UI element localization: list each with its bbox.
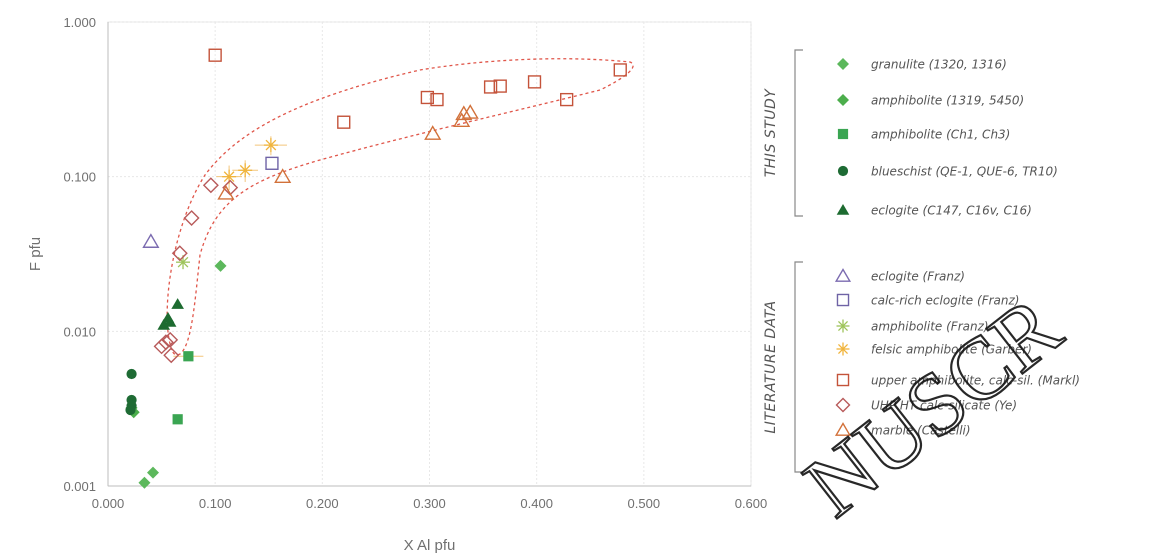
data-point bbox=[483, 80, 498, 94]
data-point bbox=[202, 177, 219, 194]
data-point bbox=[214, 259, 227, 272]
data-point bbox=[171, 298, 184, 309]
legend-label: felsic amphibolite (Garber) bbox=[871, 343, 1032, 357]
literature-data-bracket bbox=[794, 261, 803, 473]
data-point bbox=[461, 104, 479, 119]
data-point bbox=[172, 414, 183, 425]
legend-marker bbox=[837, 128, 849, 140]
watermark-lettering: NUSCR bbox=[788, 278, 1079, 535]
literature-data-title: LITERATURE DATA bbox=[763, 300, 779, 433]
legend-label: UHP HT calc-silicate (Ye) bbox=[871, 399, 1017, 413]
y-tick-label: 0.100 bbox=[63, 170, 96, 185]
y-tick-label: 0.001 bbox=[63, 479, 96, 494]
data-point bbox=[420, 90, 435, 105]
data-point bbox=[163, 315, 177, 327]
data-point bbox=[171, 245, 188, 262]
data-point bbox=[527, 75, 542, 89]
legend-marker bbox=[836, 319, 850, 333]
watermark: NUSCR bbox=[786, 277, 1079, 536]
data-point bbox=[263, 138, 278, 153]
y-axis-title: F pfu bbox=[27, 237, 44, 271]
data-point bbox=[274, 168, 292, 183]
legend-marker bbox=[837, 94, 849, 106]
data-point bbox=[163, 347, 180, 364]
data-point bbox=[424, 125, 442, 140]
data-point bbox=[337, 115, 351, 129]
data-point bbox=[147, 466, 160, 479]
legend-label: calc-rich eclogite (Franz) bbox=[871, 294, 1019, 308]
legend-marker bbox=[834, 422, 852, 436]
legend-label: eclogite (Franz) bbox=[871, 270, 965, 284]
y-tick-label: 0.010 bbox=[63, 324, 96, 339]
data-point bbox=[217, 184, 235, 200]
data-point bbox=[126, 368, 137, 380]
x-axis-title: X Al pfu bbox=[404, 537, 456, 554]
legend-marker bbox=[836, 373, 850, 387]
legend-label: upper amphibolite, calc-sil. (Markl) bbox=[871, 374, 1080, 388]
y-tick-label: 1.000 bbox=[63, 15, 96, 30]
x-tick-label: 0.500 bbox=[628, 496, 661, 511]
trend-envelope bbox=[166, 58, 634, 356]
legend-marker bbox=[836, 204, 850, 215]
legend-marker bbox=[836, 293, 850, 307]
data-point bbox=[265, 156, 279, 170]
legend-label: amphibolite (Ch1, Ch3) bbox=[871, 128, 1010, 142]
data-point bbox=[183, 351, 194, 362]
x-tick-label: 0.100 bbox=[199, 496, 232, 511]
data-point bbox=[176, 255, 191, 270]
data-point bbox=[138, 476, 151, 489]
data-point bbox=[125, 404, 136, 416]
data-point bbox=[455, 105, 473, 121]
x-tick-label: 0.400 bbox=[520, 496, 553, 511]
x-tick-label: 0.300 bbox=[413, 496, 446, 511]
legend-marker bbox=[834, 268, 852, 282]
legend-label: amphibolite (Franz) bbox=[871, 320, 989, 334]
data-point bbox=[142, 233, 160, 248]
legend-label: granulite (1320, 1316) bbox=[871, 58, 1007, 72]
x-tick-label: 0.200 bbox=[306, 496, 339, 511]
x-tick-label: 0.600 bbox=[735, 496, 768, 511]
legend-marker bbox=[835, 397, 851, 413]
data-point bbox=[613, 63, 627, 77]
legend-marker bbox=[837, 58, 849, 70]
data-point bbox=[238, 163, 253, 178]
this-study-title: THIS STUDY bbox=[763, 88, 779, 178]
data-point bbox=[157, 334, 174, 351]
data-point bbox=[493, 79, 507, 93]
data-point bbox=[183, 210, 200, 227]
x-tick-label: 0.000 bbox=[92, 496, 125, 511]
legend-marker bbox=[837, 165, 849, 177]
data-point bbox=[208, 48, 222, 62]
data-point bbox=[430, 92, 444, 107]
data-point bbox=[560, 92, 574, 107]
legend-label: blueschist (QE-1, QUE-6, TR10) bbox=[871, 165, 1058, 179]
this-study-bracket bbox=[794, 49, 803, 217]
data-point bbox=[162, 331, 179, 348]
data-point bbox=[157, 318, 171, 330]
legend-marker bbox=[836, 342, 850, 356]
legend-label: amphibolite (1319, 5450) bbox=[871, 94, 1024, 108]
legend-label: marble (Castelli) bbox=[871, 424, 971, 438]
legend-label: eclogite (C147, C16v, C16) bbox=[871, 204, 1032, 218]
